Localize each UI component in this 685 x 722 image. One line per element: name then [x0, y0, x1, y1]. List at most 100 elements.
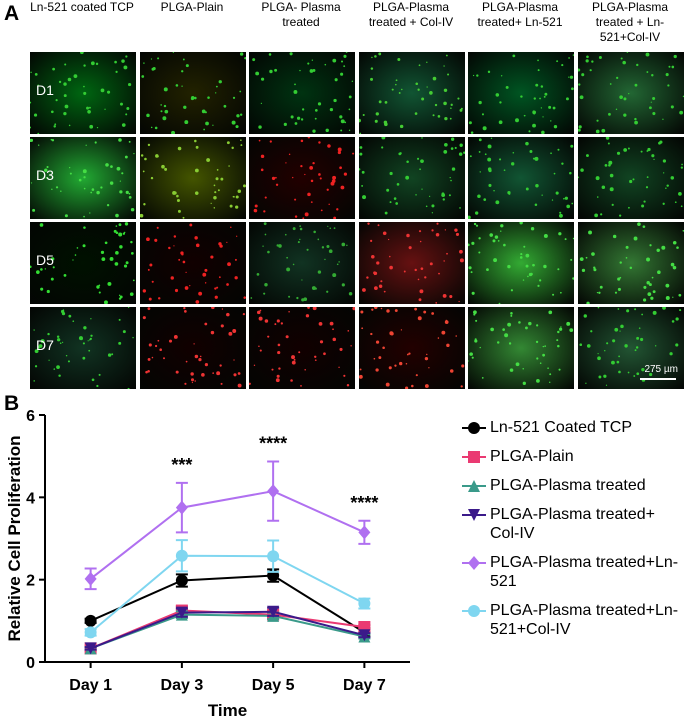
cell — [508, 342, 512, 345]
cell — [95, 62, 99, 66]
cell — [132, 336, 134, 339]
cell — [296, 296, 299, 300]
cell — [389, 255, 391, 258]
cell — [519, 222, 523, 225]
cell — [346, 383, 350, 387]
cell — [591, 252, 595, 256]
cell — [595, 176, 600, 181]
cell — [543, 95, 546, 98]
cell — [441, 330, 446, 335]
cell — [150, 58, 153, 60]
cell — [321, 246, 325, 249]
cell — [568, 76, 570, 78]
cell — [370, 239, 373, 243]
cell — [371, 56, 373, 59]
cell — [299, 69, 301, 72]
cell — [269, 69, 273, 74]
cell — [444, 229, 447, 231]
panel-label: B — [4, 392, 20, 415]
cell — [235, 195, 239, 199]
cell — [326, 244, 330, 248]
cell — [147, 357, 151, 361]
cell — [675, 317, 679, 321]
cell — [304, 212, 309, 217]
cell — [449, 117, 452, 120]
cell — [443, 65, 445, 67]
cell — [371, 254, 375, 259]
cell — [239, 113, 243, 116]
cell — [540, 85, 544, 88]
cell — [384, 211, 388, 215]
cell — [428, 367, 430, 369]
cell — [426, 353, 428, 356]
cell — [649, 372, 653, 377]
cell — [292, 176, 294, 179]
cell — [202, 275, 205, 277]
cell — [264, 233, 267, 236]
cell — [343, 172, 348, 176]
cell — [175, 370, 179, 374]
cell — [399, 152, 402, 155]
cell — [163, 87, 168, 92]
cell — [83, 187, 86, 190]
cell — [327, 225, 329, 227]
cell — [142, 289, 147, 293]
cell — [361, 184, 364, 187]
cell — [632, 178, 635, 181]
cell — [183, 105, 187, 109]
cell — [46, 289, 50, 294]
cell — [569, 171, 572, 175]
cell — [220, 324, 224, 328]
cell — [307, 192, 311, 197]
cell — [532, 157, 535, 160]
cell — [343, 54, 347, 58]
cell — [623, 97, 627, 101]
scale-bar — [640, 378, 676, 380]
marker — [468, 480, 480, 492]
cell — [492, 239, 496, 243]
cell — [619, 214, 622, 217]
marker — [468, 556, 480, 570]
cell — [444, 142, 448, 147]
cell — [157, 297, 161, 300]
cell — [478, 150, 481, 153]
cell — [616, 360, 620, 364]
cell — [581, 73, 585, 77]
cell — [185, 64, 189, 68]
cell — [417, 278, 420, 281]
cell — [583, 314, 587, 318]
cell — [181, 70, 184, 73]
cell — [510, 312, 513, 315]
cell — [341, 242, 346, 247]
cell — [314, 108, 318, 112]
cell — [623, 113, 627, 117]
cell — [559, 211, 562, 214]
cells — [140, 139, 246, 219]
cell — [340, 185, 345, 190]
cell — [381, 146, 384, 149]
cell — [558, 368, 561, 371]
cell — [181, 253, 184, 256]
cell — [535, 340, 539, 344]
cell — [384, 122, 388, 127]
cell — [420, 159, 424, 164]
cells — [468, 54, 574, 134]
cell — [211, 307, 215, 310]
cell — [663, 172, 665, 174]
cell — [332, 58, 337, 63]
cell — [262, 245, 264, 247]
micrograph — [578, 222, 684, 304]
micrograph — [359, 137, 465, 219]
cell — [541, 194, 543, 196]
cell — [147, 268, 150, 271]
micrograph: D5 — [30, 222, 136, 304]
cell — [236, 114, 240, 118]
cell — [661, 245, 666, 250]
cell — [539, 362, 542, 365]
cell — [309, 69, 314, 73]
cell — [170, 276, 174, 280]
cell — [235, 205, 239, 209]
cell — [619, 330, 621, 332]
marker — [358, 597, 371, 610]
series-line — [89, 554, 365, 634]
